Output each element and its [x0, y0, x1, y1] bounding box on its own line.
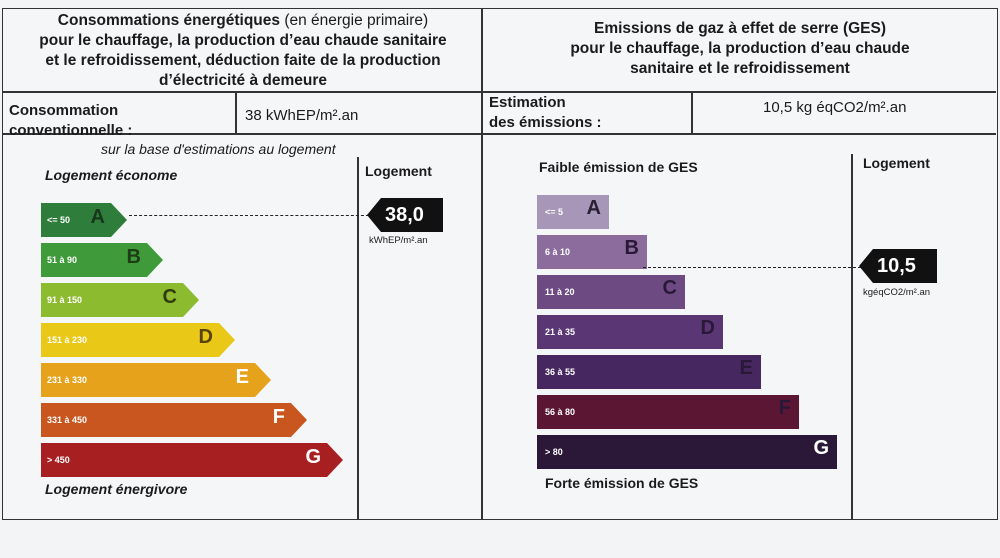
energy-class-letter: C	[162, 286, 177, 308]
ges-marker: 10,5	[859, 249, 937, 283]
ges-class-range: 36 à 55	[545, 367, 576, 377]
energy-logement-label: Logement	[365, 163, 432, 179]
energy-header-line2: pour le chauffage, la production d’eau c…	[39, 32, 447, 49]
ges-class-range: 11 à 20	[545, 287, 575, 297]
ges-class-range: <= 5	[545, 207, 564, 217]
ges-class-f-bar: 56 à 80 F	[537, 395, 799, 429]
energy-class-letter: E	[235, 366, 249, 388]
ges-marker-value: 10,5	[877, 255, 916, 277]
energy-label-line2: conventionnelle :	[9, 122, 133, 139]
energy-class-range: 231 à 330	[47, 375, 88, 385]
ges-class-range: 6 à 10	[545, 247, 571, 257]
ges-class-range: 56 à 80	[545, 407, 576, 417]
ges-top-caption: Faible émission de GES	[539, 159, 698, 175]
energy-header-line3: et le refroidissement, déduction faite d…	[45, 52, 441, 69]
energy-bottom-caption: Logement énergivore	[45, 481, 188, 497]
energy-consumption-label: Consommation conventionnelle :	[9, 101, 132, 141]
ges-class-a-bar: <= 5 A	[537, 195, 609, 229]
ges-class-d-bar: 21 à 35 D	[537, 315, 723, 349]
ges-class-e-bar: 36 à 55 E	[537, 355, 761, 389]
ges-estimation-value: 10,5 kg éqCO2/m².an	[763, 99, 907, 116]
center-divider	[481, 9, 483, 519]
energy-class-b-bar: 51 à 90 B	[41, 243, 163, 277]
ges-logement-label: Logement	[863, 155, 930, 171]
ges-marker-tip	[859, 249, 873, 283]
ges-marker-leader	[643, 267, 861, 268]
energy-class-e-bar: 231 à 330 E	[41, 363, 271, 397]
energy-header: Consommations énergétiques (en énergie p…	[7, 11, 479, 91]
energy-class-arrow-tip	[183, 283, 199, 317]
value-row-divider	[3, 133, 996, 135]
energy-class-g-bar: > 450 G	[41, 443, 343, 477]
ges-class-letter: E	[739, 357, 753, 379]
energy-class-arrow-tip	[255, 363, 271, 397]
ges-class-range: 21 à 35	[545, 327, 576, 337]
ges-class-letter: A	[586, 197, 601, 219]
energy-class-letter: G	[305, 446, 321, 468]
energy-value-divider	[235, 92, 237, 133]
ges-class-g-bar: > 80 G	[537, 435, 837, 469]
energy-top-caption: Logement économe	[45, 167, 178, 183]
energy-header-subtitle: (en énergie primaire)	[280, 12, 429, 29]
energy-class-range: <= 50	[47, 215, 71, 225]
ges-class-letter: D	[700, 317, 715, 339]
energy-class-c-bar: 91 à 150 C	[41, 283, 199, 317]
energy-class-letter: D	[198, 326, 213, 348]
energy-header-title: Consommations énergétiques	[57, 12, 281, 29]
energy-class-range: 91 à 150	[47, 295, 83, 305]
energy-class-range: > 450	[47, 455, 70, 465]
energy-class-letter: F	[272, 406, 285, 428]
energy-class-range: 331 à 450	[47, 415, 88, 425]
ges-marker-unit: kgéqCO2/m².an	[863, 287, 931, 298]
ges-class-b-bar: 6 à 10 B	[537, 235, 647, 269]
energy-label-sheet: Consommations énergétiques (en énergie p…	[2, 8, 998, 520]
energy-class-letter: A	[90, 206, 105, 228]
ges-label-line1: Estimation	[489, 94, 566, 111]
energy-marker-unit: kWhEP/m².an	[369, 235, 428, 246]
energy-class-arrow-tip	[291, 403, 307, 437]
ges-header: Emissions de gaz à effet de serre (GES) …	[487, 19, 993, 79]
ges-class-c-bar: 11 à 20 C	[537, 275, 685, 309]
energy-label-line1: Consommation	[9, 102, 119, 119]
ges-class-letter: B	[624, 237, 639, 259]
energy-class-range: 151 à 230	[47, 335, 88, 345]
ges-header-line1: Emissions de gaz à effet de serre (GES)	[593, 20, 887, 37]
energy-class-arrow-tip	[147, 243, 163, 277]
energy-class-d-bar: 151 à 230 D	[41, 323, 235, 357]
energy-basis-note: sur la base d'estimations au logement	[101, 141, 336, 157]
energy-header-line4: d’électricité à demeure	[159, 72, 327, 89]
ges-header-line3: sanitaire et le refroidissement	[630, 60, 850, 77]
energy-marker-tip	[367, 198, 381, 232]
ges-logement-divider	[851, 154, 853, 519]
ges-class-letter: C	[662, 277, 677, 299]
ges-estimation-label: Estimation des émissions :	[489, 93, 602, 133]
energy-class-arrow-tip	[327, 443, 343, 477]
energy-class-arrow-tip	[111, 203, 127, 237]
ges-value-divider	[691, 92, 693, 133]
energy-marker-value: 38,0	[385, 204, 424, 226]
header-divider	[3, 91, 996, 93]
energy-consumption-value: 38 kWhEP/m².an	[245, 107, 359, 124]
energy-class-f-bar: 331 à 450 F	[41, 403, 307, 437]
energy-class-letter: B	[126, 246, 141, 268]
energy-class-a-bar: <= 50 A	[41, 203, 127, 237]
energy-class-range: 51 à 90	[47, 255, 78, 265]
energy-class-arrow-tip	[219, 323, 235, 357]
ges-class-letter: G	[813, 437, 829, 459]
ges-bottom-caption: Forte émission de GES	[545, 475, 699, 491]
energy-logement-divider	[357, 157, 359, 519]
ges-label-line2: des émissions :	[489, 114, 602, 131]
ges-class-range: > 80	[545, 447, 563, 457]
ges-header-line2: pour le chauffage, la production d’eau c…	[570, 40, 910, 57]
energy-marker: 38,0	[367, 198, 443, 232]
energy-marker-leader	[129, 215, 369, 216]
ges-class-letter: F	[778, 397, 791, 419]
